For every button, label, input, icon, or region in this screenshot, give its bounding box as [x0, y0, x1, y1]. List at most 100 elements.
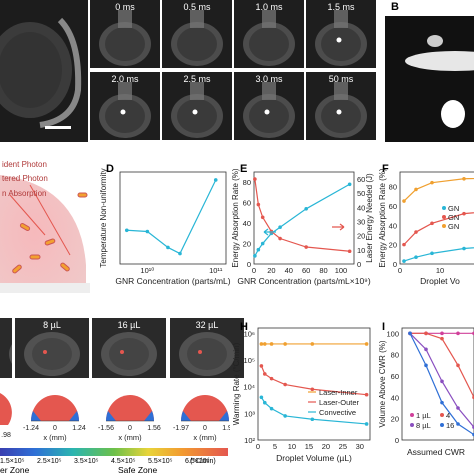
plot-frame — [399, 171, 474, 265]
data-point — [269, 406, 274, 411]
tick-label: 100 — [386, 329, 399, 338]
tick-label: 10 — [288, 442, 296, 451]
tick-label: 60 — [243, 199, 251, 208]
data-point — [283, 342, 287, 346]
tick-label: 40 — [391, 393, 399, 402]
data-point — [145, 229, 150, 234]
x-axis-label: Assumed CWR — [407, 447, 465, 457]
tick-label: 20 — [243, 240, 251, 249]
plot-frame — [253, 171, 355, 265]
legend-label: GN — [448, 222, 459, 231]
data-point — [414, 255, 418, 260]
time-series-frames: 0 ms 0.5 ms 1.0 ms 1.5 ms 2.0 ms 2.5 ms — [90, 0, 380, 142]
cross-section-xlabel: x (mm) — [193, 433, 217, 442]
data-point — [414, 187, 418, 192]
data-point — [440, 331, 444, 336]
tick-label: 10¹¹ — [209, 266, 223, 275]
data-point — [414, 230, 418, 234]
legend-label: Convective — [319, 408, 356, 417]
cross-section: -1.24 0 1.24 x (mm) — [23, 395, 86, 442]
data-point — [278, 236, 282, 241]
data-point — [262, 372, 267, 376]
x-axis-label: Droplet Vo — [420, 276, 460, 286]
data-point — [424, 331, 428, 336]
cross-section-core — [31, 395, 79, 421]
legend-marker — [410, 423, 414, 427]
tick-label: 0 — [203, 425, 207, 432]
data-point — [456, 422, 460, 426]
data-point — [456, 363, 460, 368]
data-point — [283, 414, 287, 418]
y-axis-label: Temperature Non-uniformity — [99, 168, 108, 267]
legend-marker — [442, 224, 446, 228]
time-frame-label: 3.0 ms — [255, 74, 283, 84]
cross-section: -1.56 0 1.56 x (mm) — [98, 395, 161, 442]
legend-marker — [440, 423, 444, 427]
panel-label-i: I — [382, 321, 386, 333]
legend-label: Laser-Outer — [319, 398, 360, 407]
cross-section-edge — [69, 411, 79, 421]
arrow-left — [263, 228, 276, 236]
time-frame: 0 ms — [90, 0, 160, 68]
photon-diagram — [0, 175, 90, 293]
time-frame-label: 1.5 ms — [327, 2, 355, 12]
y-axis-label: Energy Absorption Rate (%) — [232, 168, 240, 267]
tick-label: 10⁶ — [244, 329, 255, 338]
time-frame: 1.0 ms — [234, 0, 304, 68]
colorbar-tick: 4.5×10⁵ — [111, 458, 136, 465]
time-frame: 2.5 ms — [162, 72, 232, 140]
tick-label: 5 — [273, 442, 277, 451]
tick-label: 60 — [357, 175, 365, 184]
tick-label: 0 — [398, 266, 402, 275]
data-point — [256, 202, 261, 207]
plot-frame — [401, 327, 474, 441]
y-axis-label: Volume Above CWR (%) — [378, 340, 387, 427]
tick-label: 40 — [357, 203, 365, 212]
tick-label: -1.97 — [173, 425, 189, 432]
photon-illustration: ident Photon tered Photon n Absorption — [0, 155, 90, 305]
time-frame-label: 50 ms — [328, 74, 354, 84]
cross-section-edge — [31, 411, 41, 421]
cross-section: -1.97 0 1.97 x (mm) — [173, 395, 236, 442]
colorbar-tick: 3.5×10⁵ — [74, 458, 99, 465]
data-point — [304, 207, 308, 211]
tick-label: 1.56 — [147, 425, 161, 432]
cross-section-xlabel: x (mm) — [118, 433, 142, 442]
data-point — [213, 178, 218, 182]
time-frame-label: 0 ms — [115, 2, 135, 12]
tick-label: -1.56 — [98, 425, 114, 432]
cross-section-core — [181, 395, 229, 421]
data-point — [440, 400, 444, 405]
data-point — [364, 422, 369, 426]
legend-label: 16 — [446, 421, 454, 430]
tick-label: 10⁴ — [243, 383, 255, 392]
data-point — [283, 382, 287, 387]
data-point — [430, 180, 434, 185]
tick-label: 10 — [357, 246, 365, 255]
tick-label: 20 — [357, 232, 365, 241]
panel-label-h: H — [240, 321, 248, 333]
tick-label: 50 — [357, 189, 365, 198]
time-frame: 0.5 ms — [162, 0, 232, 68]
panel-label-d: D — [106, 163, 114, 175]
volume-frame — [0, 318, 12, 378]
data-point — [462, 211, 466, 216]
tick-label: 1.24 — [72, 425, 86, 432]
volume-frame-label: 8 µL — [43, 320, 61, 330]
data-point — [262, 400, 267, 405]
data-point — [347, 249, 352, 254]
data-point — [424, 363, 428, 368]
tick-label: 0 — [252, 266, 256, 275]
colorbar-tick: 6.5×10⁵ — [185, 458, 210, 465]
tick-label: 30 — [356, 442, 364, 451]
tick-label: 40 — [389, 221, 397, 230]
tick-label: 20 — [389, 241, 397, 250]
data-point — [259, 342, 264, 346]
chart-i: 1 µL 4 8 µL 16 0 20 40 60 80 100 Assumed CWR Volume… — [378, 327, 474, 457]
data-point — [256, 247, 261, 252]
series-f — [403, 247, 474, 262]
colorbar — [0, 448, 228, 456]
data-point — [260, 215, 265, 220]
